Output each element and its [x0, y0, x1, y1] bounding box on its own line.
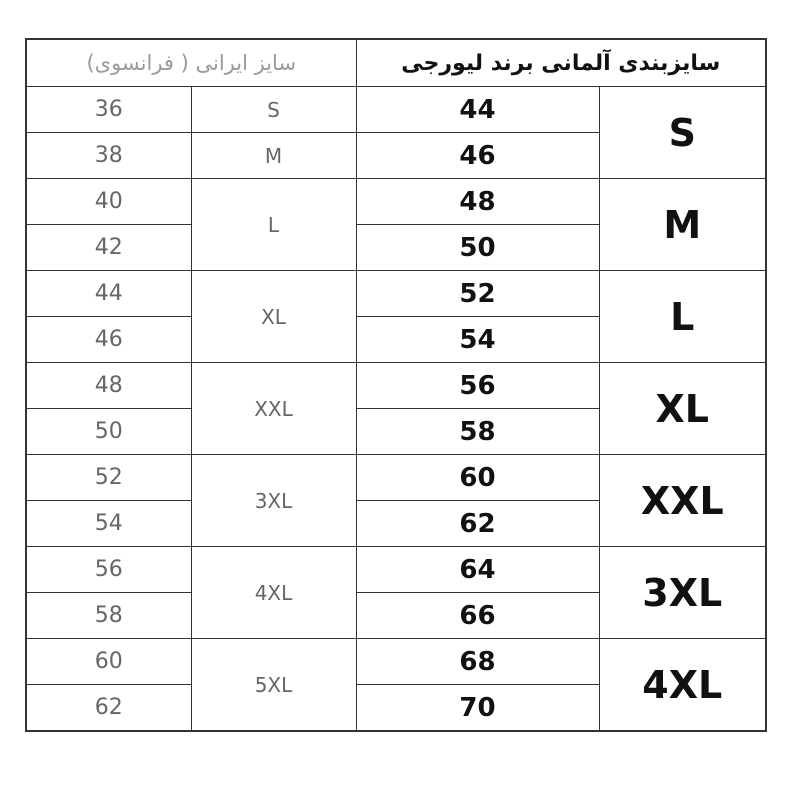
size-rows: 36 S 44 S 38 M 46 40 L 48 M 42 50 44 XL 52 L 46 54 48 XXL 56 X… — [25, 86, 767, 732]
german-letter-cell: XL — [598, 362, 767, 455]
iranian-number-cell: 36 — [25, 86, 192, 133]
iranian-number-cell: 54 — [25, 500, 192, 547]
iranian-number-cell: 38 — [25, 132, 192, 179]
iranian-letter-cell: 3XL — [190, 454, 357, 547]
iranian-number-cell: 44 — [25, 270, 192, 317]
table-row: 54 62 — [25, 500, 766, 547]
german-number-cell: 68 — [355, 638, 600, 685]
table-row: 62 70 — [25, 684, 766, 732]
german-number-cell: 62 — [355, 500, 600, 547]
table-row: 44 XL 52 L — [25, 270, 767, 363]
table-row: 36 S 44 S — [25, 86, 767, 179]
iranian-number-cell: 58 — [25, 592, 192, 639]
iranian-number-cell: 40 — [25, 178, 192, 225]
iranian-letter-cell: L — [190, 178, 357, 271]
german-letter-cell: XXL — [598, 454, 767, 547]
iranian-letter-cell: 4XL — [190, 546, 357, 639]
german-number-cell: 46 — [355, 132, 600, 179]
table-row: 48 XXL 56 XL — [25, 362, 767, 455]
iranian-letter-cell: XL — [190, 270, 357, 363]
german-number-cell: 50 — [355, 224, 600, 271]
german-letter-cell: M — [598, 178, 767, 271]
iranian-letter-cell: M — [190, 132, 357, 179]
german-number-cell: 66 — [355, 592, 600, 639]
iranian-number-cell: 46 — [25, 316, 192, 363]
german-number-cell: 44 — [355, 86, 600, 133]
header-iranian-french: سایز ایرانی ( فرانسوی) — [25, 38, 357, 87]
table-row: 46 54 — [25, 316, 766, 363]
table-row: 50 58 — [25, 408, 766, 455]
iranian-number-cell: 48 — [25, 362, 192, 409]
german-number-cell: 56 — [355, 362, 600, 409]
german-number-cell: 64 — [355, 546, 600, 593]
table-row: 60 5XL 68 4XL — [25, 638, 767, 732]
table-row: 56 4XL 64 3XL — [25, 546, 767, 639]
header-row: سایز ایرانی ( فرانسوی) سایزبندی آلمانی ب… — [25, 38, 767, 87]
table-row: 40 L 48 M — [25, 178, 767, 271]
german-number-cell: 48 — [355, 178, 600, 225]
german-number-cell: 54 — [355, 316, 600, 363]
german-number-cell: 58 — [355, 408, 600, 455]
table-row: 52 3XL 60 XXL — [25, 454, 767, 547]
iranian-number-cell: 42 — [25, 224, 192, 271]
german-number-cell: 60 — [355, 454, 600, 501]
size-chart-table: سایز ایرانی ( فرانسوی) سایزبندی آلمانی ب… — [25, 38, 767, 732]
german-number-cell: 52 — [355, 270, 600, 317]
iranian-number-cell: 56 — [25, 546, 192, 593]
iranian-number-cell: 62 — [25, 684, 192, 732]
iranian-number-cell: 52 — [25, 454, 192, 501]
iranian-letter-cell: S — [190, 86, 357, 133]
iranian-number-cell: 50 — [25, 408, 192, 455]
iranian-letter-cell: XXL — [190, 362, 357, 455]
iranian-number-cell: 60 — [25, 638, 192, 685]
german-letter-cell: 4XL — [598, 638, 767, 732]
header-german-brand: سایزبندی آلمانی برند لیورجی — [355, 38, 767, 87]
german-number-cell: 70 — [355, 684, 600, 732]
table-row: 38 M 46 — [25, 132, 766, 179]
german-letter-cell: S — [598, 86, 767, 179]
german-letter-cell: L — [598, 270, 767, 363]
iranian-letter-cell: 5XL — [190, 638, 357, 732]
german-letter-cell: 3XL — [598, 546, 767, 639]
